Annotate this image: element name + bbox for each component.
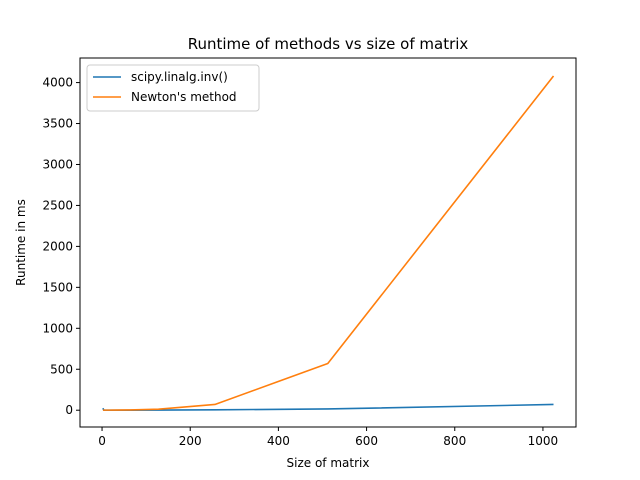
axis-ticks: 0 200 400 600 800 1000 0 500 1000 1500 2000 2500 300… — [42, 76, 558, 448]
legend: scipy.linalg.inv() Newton's method — [86, 64, 260, 112]
y-tick-label: 4000 — [42, 76, 73, 90]
y-tick-label: 0 — [65, 403, 73, 417]
x-tick-label: 400 — [267, 434, 290, 448]
x-tick-label: 800 — [443, 434, 466, 448]
y-tick-label: 1000 — [42, 321, 73, 335]
legend-box — [86, 64, 260, 112]
y-tick-label: 3000 — [42, 157, 73, 171]
legend-label: Newton's method — [131, 90, 237, 104]
x-tick-label: 0 — [98, 434, 106, 448]
chart-title: Runtime of methods vs size of matrix — [188, 35, 469, 53]
legend-label: scipy.linalg.inv() — [131, 70, 228, 84]
x-tick-label: 200 — [179, 434, 202, 448]
x-axis-label: Size of matrix — [287, 456, 370, 470]
plot-lines — [102, 75, 555, 412]
plot-frame — [79, 57, 577, 428]
y-tick-label: 3500 — [42, 117, 73, 131]
y-axis-label: Runtime in ms — [14, 199, 28, 286]
x-tick-label: 1000 — [528, 434, 559, 448]
y-tick-label: 1500 — [42, 280, 73, 294]
y-tick-label: 2000 — [42, 239, 73, 253]
y-tick-label: 2500 — [42, 198, 73, 212]
series-line-1 — [102, 75, 555, 412]
x-tick-label: 600 — [355, 434, 378, 448]
y-tick-label: 500 — [50, 362, 73, 376]
